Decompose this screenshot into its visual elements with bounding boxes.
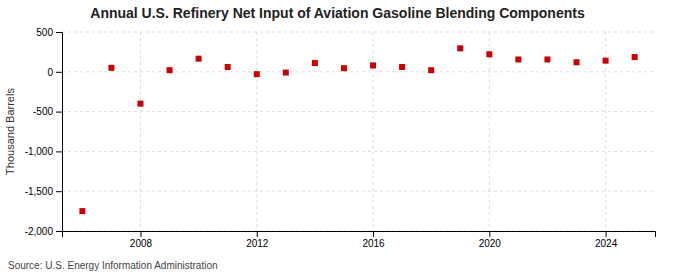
point [544, 56, 550, 62]
point [225, 64, 231, 70]
tick: 500 [36, 27, 62, 38]
tick-label: 2020 [479, 238, 502, 249]
tick: 0 [47, 67, 62, 78]
tick-label: 2024 [595, 238, 618, 249]
chart: 2008 2012 2016 2020 2024 -2,000 -1,500 -1,000 -5… [0, 0, 675, 275]
point [457, 45, 463, 51]
point [574, 59, 580, 65]
tick-mark [56, 72, 62, 73]
tick: 2020 [479, 231, 502, 249]
axis-domain [56, 33, 63, 232]
point [515, 56, 521, 62]
tick-mark [489, 231, 490, 237]
tick: 2012 [246, 231, 269, 249]
point [196, 56, 202, 62]
grid-line-y [62, 151, 655, 152]
tick-mark [56, 191, 62, 192]
tick-mark [56, 231, 62, 232]
tick: -1,500 [25, 186, 62, 197]
tick: -2,000 [25, 226, 62, 237]
tick-mark [140, 231, 141, 237]
x-axis: 2008 2012 2016 2020 2024 [63, 231, 656, 249]
point [108, 65, 114, 71]
tick-label: 2012 [246, 238, 269, 249]
tick-label: 2008 [130, 238, 153, 249]
tick-mark [56, 32, 62, 33]
tick: -1,000 [25, 146, 62, 157]
point [137, 101, 143, 107]
grid-line-y [62, 32, 655, 33]
point [632, 54, 638, 60]
point [603, 58, 609, 64]
tick-label: -1,000 [25, 146, 54, 157]
point [254, 71, 260, 77]
tick-mark [606, 231, 607, 237]
tick-label: -1,500 [25, 186, 54, 197]
point [79, 208, 85, 214]
tick: -500 [33, 106, 62, 117]
point [486, 51, 492, 57]
tick: 2008 [130, 231, 153, 249]
y-axis: -2,000 -1,500 -1,000 -500 0 500 [25, 27, 63, 237]
tick: 2024 [595, 231, 618, 249]
source: Source: U.S. Energy Information Administ… [8, 260, 218, 271]
grid-line-y [62, 191, 655, 192]
tick-label: -500 [33, 106, 53, 117]
grid-line-y [62, 71, 655, 72]
grid [62, 32, 655, 231]
plot-area: 2008 2012 2016 2020 2024 -2,000 -1,500 -1,000 -5… [25, 27, 656, 249]
point [283, 70, 289, 76]
grid-line-x [489, 32, 490, 231]
point [312, 60, 318, 66]
tick-mark [373, 231, 374, 237]
point [428, 67, 434, 73]
tick-label: 2016 [362, 238, 385, 249]
grid-line-x [256, 32, 257, 231]
grid-line-x [373, 32, 374, 231]
point [167, 67, 173, 73]
tick-label: 500 [36, 27, 53, 38]
tick-mark [56, 151, 62, 152]
title: Annual U.S. Refinery Net Input of Aviati… [90, 5, 585, 21]
grid-line-y [62, 111, 655, 112]
tick-label: -2,000 [25, 226, 54, 237]
y-axis-label: Thousand Barrels [4, 88, 16, 175]
tick: 2016 [362, 231, 385, 249]
point [399, 64, 405, 70]
tick-label: 0 [47, 67, 53, 78]
point [370, 62, 376, 68]
tick-mark [56, 112, 62, 113]
points [79, 45, 637, 214]
axis-domain [63, 232, 656, 238]
point [341, 65, 347, 71]
tick-mark [257, 231, 258, 237]
grid-line-x [140, 32, 141, 231]
